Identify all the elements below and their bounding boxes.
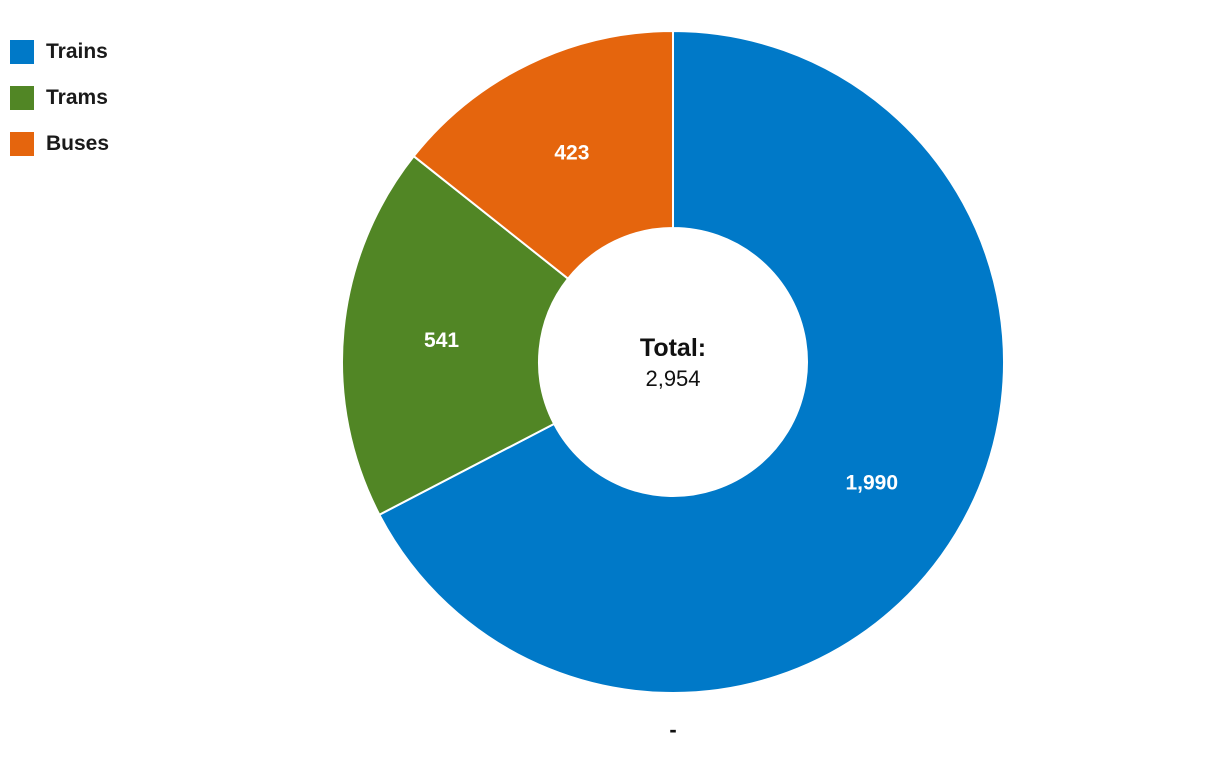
- legend-item-trains: Trains: [10, 38, 109, 66]
- legend-swatch-buses: [10, 132, 34, 156]
- legend-swatch-trams: [10, 86, 34, 110]
- legend-label-buses: Buses: [46, 132, 110, 155]
- slice-label-trains: 1,990: [845, 472, 898, 495]
- legend-item-buses: Buses: [10, 130, 109, 158]
- slice-label-trams: 541: [424, 329, 459, 352]
- donut-slice-labels: 1,990 541 423: [424, 142, 898, 495]
- legend-item-trams: Trams: [10, 84, 109, 112]
- legend-label-trams: Trams: [46, 86, 108, 109]
- slice-label-buses: 423: [554, 142, 589, 165]
- donut-slice-buses: [412, 29, 674, 281]
- legend-label-trains: Trains: [46, 40, 108, 63]
- donut-center-title: Total:: [640, 334, 706, 362]
- donut-center-value: 2,954: [645, 366, 700, 391]
- chart-footer-label: -: [669, 717, 676, 742]
- chart-legend: Trains Trams Buses: [10, 38, 109, 176]
- legend-swatch-trains: [10, 40, 34, 64]
- donut-slices: [341, 29, 1005, 694]
- donut-slice-trains: [377, 29, 1005, 694]
- donut-slice-trams: [341, 154, 570, 517]
